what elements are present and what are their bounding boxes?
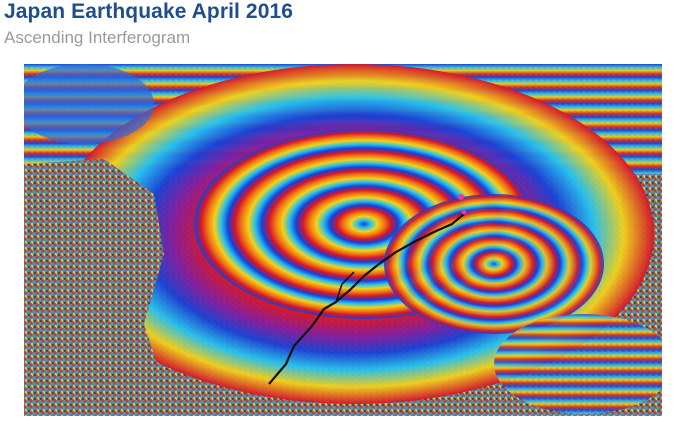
- slide-title: Japan Earthquake April 2016: [4, 0, 294, 23]
- fault-branch-line: [335, 271, 355, 303]
- interferogram-graphic: [24, 64, 662, 416]
- marker-dot: [458, 194, 464, 200]
- slide-subtitle: Ascending Interferogram: [4, 28, 191, 47]
- fault-trace-line: [268, 213, 465, 385]
- lower-right-fringe: [494, 314, 662, 414]
- marker-dot: [461, 209, 467, 215]
- interferogram-image: [24, 64, 662, 416]
- upper-left-patch: [24, 64, 154, 144]
- secondary-fringe-lobe: [384, 194, 604, 334]
- left-noise-area: [24, 159, 174, 416]
